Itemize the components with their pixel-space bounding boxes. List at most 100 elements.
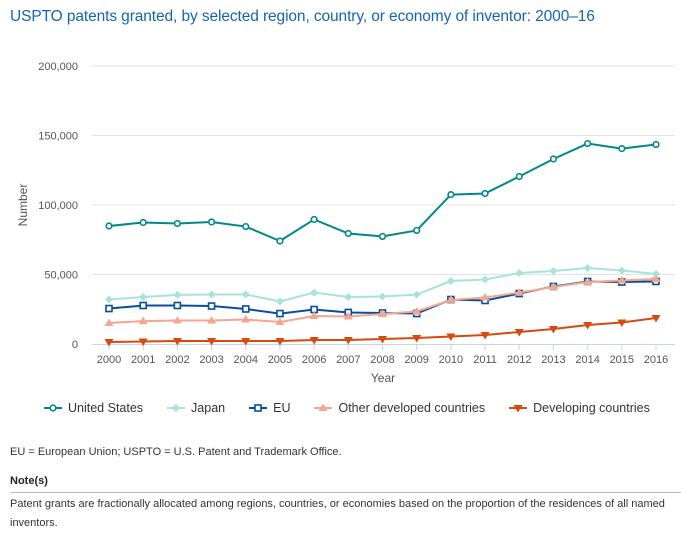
- data-point-other-developed-countries: [207, 316, 217, 324]
- data-point-other-developed-countries: [480, 292, 490, 301]
- data-point-other-developed-countries: [241, 315, 251, 323]
- data-point-other-developed-countries: [412, 306, 422, 315]
- data-point-other-developed-countries: [309, 311, 319, 320]
- data-point-other-developed-countries: [172, 316, 182, 324]
- x-axis-title: Year: [371, 371, 395, 385]
- x-tick-label: 2003: [199, 354, 223, 366]
- data-point-other-developed-countries: [275, 317, 285, 326]
- data-point-japan: [583, 263, 592, 272]
- x-tick-label: 2013: [541, 354, 565, 366]
- legend-marker: [254, 404, 262, 412]
- legend-item-developing-countries[interactable]: Developing countries: [509, 401, 650, 415]
- x-axis: 2000 2001 2002 2003 2004 2005 2006 2007 2008 2009…: [92, 344, 675, 366]
- abbreviations-note: EU = European Union; USPTO = U.S. Patent…: [10, 446, 342, 458]
- data-point-eu: [276, 309, 284, 318]
- legend-item-united-states[interactable]: United States: [44, 401, 143, 415]
- legend-triangle-down-icon: [509, 405, 528, 413]
- data-point-developing-countries: [172, 337, 182, 346]
- x-tick-label: 2015: [610, 354, 634, 366]
- data-point-eu: [207, 302, 216, 310]
- data-point-united-states: [618, 144, 626, 153]
- notes-heading: Note(s): [10, 475, 48, 487]
- legend-label: United States: [68, 401, 144, 415]
- x-tick-label: 2005: [268, 354, 292, 366]
- legend-marker: [513, 405, 523, 413]
- x-tick-label: 2011: [473, 354, 497, 366]
- x-tick-label: 2008: [370, 354, 394, 366]
- data-point-united-states: [378, 232, 387, 241]
- data-point-united-states: [549, 155, 558, 163]
- legend-label: Other developed countries: [338, 401, 486, 415]
- data-point-united-states: [105, 222, 113, 230]
- data-point-developing-countries: [104, 339, 114, 347]
- data-point-united-states: [515, 172, 523, 181]
- data-point-other-developed-countries: [583, 277, 593, 286]
- series-developing-countries: [104, 315, 661, 347]
- series-japan: [105, 263, 660, 306]
- series-united-states: [105, 139, 660, 245]
- data-point-other-developed-countries: [104, 318, 114, 327]
- data-point-japan: [310, 288, 319, 297]
- x-tick-label: 2012: [507, 354, 531, 366]
- data-point-developing-countries: [343, 336, 353, 345]
- legend-item-eu[interactable]: EU: [249, 401, 290, 415]
- data-point-other-developed-countries: [514, 288, 524, 296]
- notes-divider: [10, 492, 681, 493]
- data-point-other-developed-countries: [548, 282, 558, 291]
- data-point-other-developed-countries: [343, 311, 353, 320]
- y-tick-label: 150,000: [38, 131, 78, 143]
- x-tick-label: 2016: [644, 354, 668, 366]
- data-point-eu: [139, 301, 147, 310]
- x-tick-label: 2006: [302, 354, 326, 366]
- x-tick-label: 2010: [439, 354, 463, 366]
- data-point-other-developed-countries: [651, 274, 661, 282]
- data-point-japan: [139, 293, 148, 302]
- legend-marker: [318, 403, 328, 411]
- data-point-developing-countries: [446, 333, 456, 341]
- data-point-developing-countries: [583, 321, 593, 330]
- data-point-japan: [549, 267, 558, 276]
- data-point-united-states: [276, 237, 284, 245]
- x-tick-label: 2014: [575, 354, 599, 366]
- data-point-japan: [105, 295, 113, 304]
- y-axis: 0 50,000 100,000 150,000 200,000: [38, 61, 78, 351]
- legend-item-other-developed-countries[interactable]: Other developed countries: [314, 401, 485, 415]
- data-point-developing-countries: [241, 337, 251, 346]
- data-point-other-developed-countries: [446, 295, 456, 303]
- data-point-united-states: [447, 190, 455, 199]
- chart-title: USPTO patents granted, by selected regio…: [10, 8, 595, 25]
- legend: United States Japan EU Other developed coun…: [44, 401, 674, 415]
- data-point-developing-countries: [412, 335, 422, 343]
- data-point-eu: [241, 305, 250, 313]
- legend-item-japan[interactable]: Japan: [167, 401, 225, 415]
- data-point-united-states: [584, 139, 592, 148]
- data-point-japan: [617, 266, 626, 275]
- data-point-developing-countries: [514, 329, 524, 337]
- data-point-developing-countries: [378, 335, 387, 344]
- data-point-united-states: [207, 218, 216, 226]
- x-tick-label: 2009: [404, 354, 428, 366]
- data-point-japan: [652, 269, 660, 278]
- x-tick-label: 2001: [131, 354, 155, 366]
- data-point-japan: [241, 290, 250, 299]
- data-point-other-developed-countries: [378, 309, 387, 317]
- legend-label: EU: [273, 401, 291, 415]
- data-point-united-states: [173, 219, 181, 228]
- data-point-developing-countries: [275, 337, 285, 346]
- data-point-eu: [173, 301, 182, 310]
- data-point-united-states: [652, 140, 660, 149]
- y-axis-title: Number: [16, 184, 30, 227]
- data-point-united-states: [242, 222, 250, 231]
- data-point-developing-countries: [480, 331, 490, 340]
- data-point-other-developed-countries: [617, 275, 627, 284]
- notes-text: Patent grants are fractionally allocated…: [10, 498, 665, 529]
- data-point-developing-countries: [548, 325, 558, 334]
- data-point-developing-countries: [138, 338, 148, 346]
- y-tick-label: 100,000: [38, 200, 78, 212]
- y-tick-label: 50,000: [44, 270, 78, 282]
- x-tick-label: 2000: [97, 354, 121, 366]
- y-tick-label: 200,000: [38, 61, 78, 73]
- data-point-united-states: [139, 218, 147, 227]
- data-point-united-states: [344, 229, 352, 238]
